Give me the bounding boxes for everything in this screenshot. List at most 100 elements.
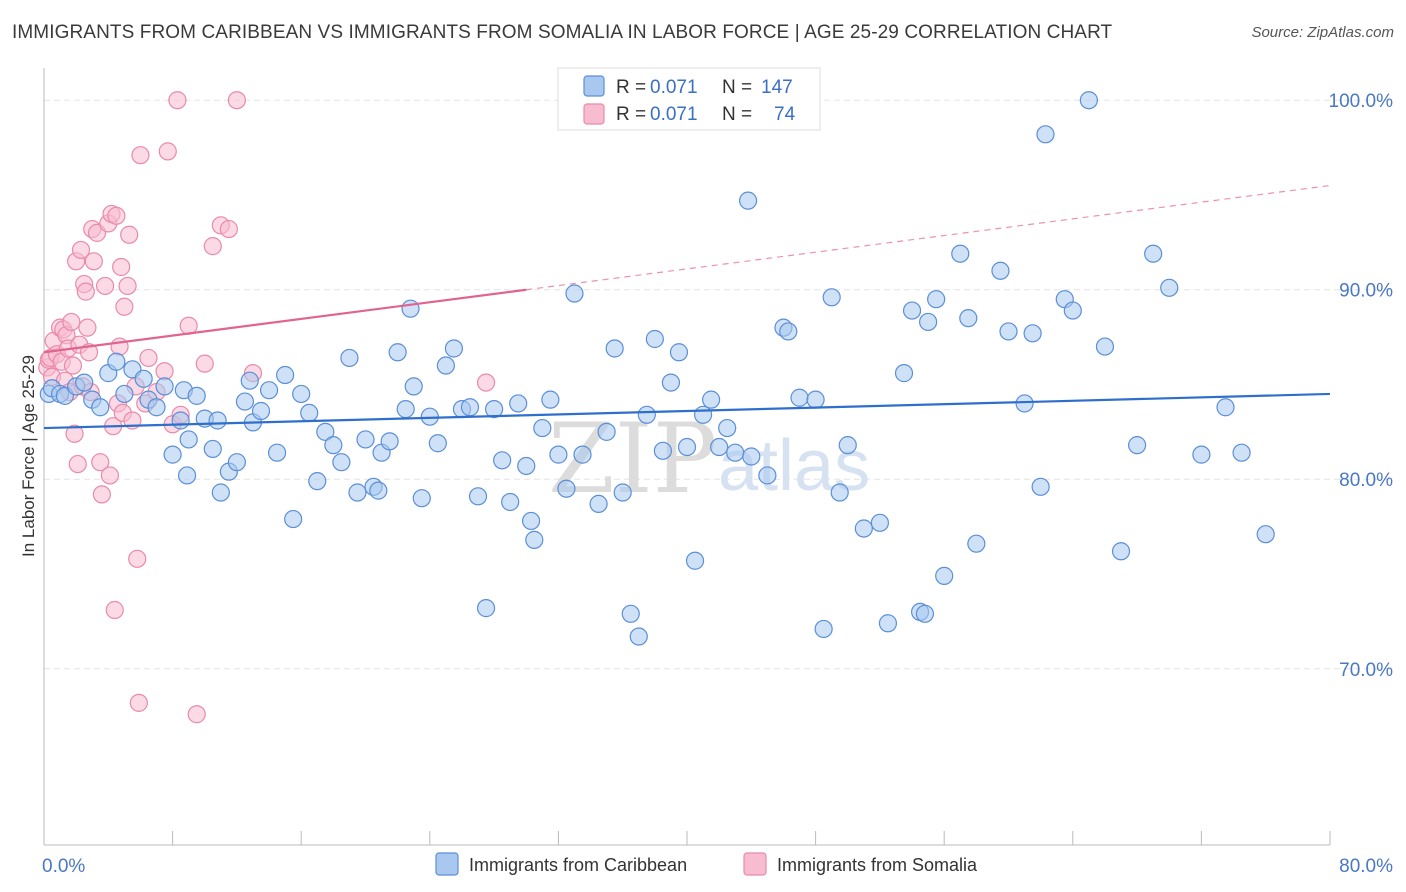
caribbean-point-39 (316, 422, 335, 441)
caribbean-point-70 (541, 390, 560, 409)
somalia-point-64 (227, 91, 246, 110)
caribbean-point-92 (718, 418, 737, 438)
caribbean-point-100 (806, 390, 825, 409)
somalia-point-49 (131, 146, 150, 165)
somalia-point-23 (78, 318, 97, 337)
chart-source: Source: ZipAtlas.com (1251, 24, 1394, 41)
caribbean-point-88 (685, 551, 705, 570)
caribbean-point-51 (401, 299, 420, 318)
caribbean-point-133 (1216, 398, 1235, 417)
caribbean-point-122 (1031, 477, 1050, 496)
caribbean-point-105 (854, 519, 873, 538)
caribbean-point-5 (75, 373, 94, 392)
caribbean-point-130 (1144, 244, 1163, 263)
caribbean-point-86 (669, 343, 689, 362)
somalia-point-48 (129, 693, 148, 712)
caribbean-point-123 (1036, 125, 1055, 144)
legend-r-label-somalia: R = (616, 104, 646, 125)
somalia-point-22 (76, 282, 95, 301)
caribbean-point-63 (493, 451, 512, 470)
caribbean-point-98 (779, 322, 798, 341)
caribbean-point-109 (902, 301, 922, 320)
somalia-point-30 (92, 485, 111, 504)
somalia-point-31 (95, 276, 115, 296)
caribbean-point-35 (284, 509, 303, 529)
caribbean-point-9 (107, 352, 126, 371)
caribbean-point-27 (227, 453, 246, 472)
caribbean-trend-line (43, 392, 1331, 430)
caribbean-point-53 (412, 489, 431, 508)
caribbean-point-50 (396, 400, 415, 419)
caribbean-point-48 (380, 432, 399, 451)
somalia-point-27 (84, 252, 103, 271)
caribbean-point-7 (91, 398, 110, 417)
caribbean-point-103 (830, 483, 849, 502)
y-tick-label-0: 100.0% (1329, 91, 1394, 112)
somalia-trend-line-dashed (526, 184, 1331, 291)
caribbean-point-28 (235, 392, 255, 411)
caribbean-point-91 (710, 437, 729, 457)
legend-swatch-caribbean (583, 75, 605, 97)
caribbean-point-131 (1160, 278, 1179, 297)
legend-n-label-caribbean: N = (722, 77, 752, 98)
legend-swatch-somalia (583, 103, 605, 125)
caribbean-point-64 (501, 492, 520, 512)
caribbean-point-115 (951, 244, 970, 263)
legend-r-label-caribbean: R = (616, 77, 646, 98)
caribbean-point-89 (693, 405, 713, 424)
caribbean-point-32 (259, 381, 279, 400)
caribbean-point-15 (155, 377, 174, 396)
trend-lines (43, 184, 1331, 430)
caribbean-point-116 (959, 309, 978, 328)
caribbean-point-82 (637, 405, 656, 424)
caribbean-point-68 (525, 530, 544, 549)
caribbean-point-117 (967, 534, 986, 553)
caribbean-point-19 (177, 466, 197, 485)
caribbean-point-72 (557, 479, 576, 498)
caribbean-point-60 (468, 487, 488, 506)
bottom-legend-swatch-somalia (743, 852, 767, 876)
caribbean-point-21 (187, 386, 206, 405)
caribbean-point-104 (838, 436, 857, 455)
caribbean-point-78 (605, 339, 624, 358)
caribbean-point-81 (629, 627, 648, 646)
caribbean-point-65 (509, 394, 528, 413)
caribbean-point-33 (267, 443, 287, 462)
caribbean-point-93 (726, 443, 745, 462)
caribbean-point-127 (1095, 337, 1115, 356)
caribbean-point-129 (1127, 436, 1147, 455)
caribbean-point-113 (927, 290, 946, 309)
caribbean-point-10 (115, 384, 134, 404)
somalia-point-44 (120, 225, 139, 244)
caribbean-point-34 (276, 365, 295, 385)
somalia-point-51 (139, 348, 158, 368)
caribbean-point-80 (621, 604, 640, 623)
caribbean-point-73 (565, 284, 584, 303)
caribbean-point-61 (476, 599, 496, 618)
somalia-point-33 (100, 466, 120, 485)
somalia-point-13 (62, 312, 81, 332)
caribbean-points (39, 91, 1275, 646)
caribbean-point-118 (991, 261, 1010, 280)
bottom-legend-label-caribbean: Immigrants from Caribbean (469, 855, 687, 875)
somalia-point-43 (118, 276, 137, 296)
caribbean-point-40 (324, 436, 343, 455)
somalia-point-17 (68, 454, 87, 474)
caribbean-point-128 (1111, 542, 1131, 561)
y-ticks: 100.0% 90.0% 80.0% 70.0% (1329, 91, 1394, 681)
caribbean-point-59 (460, 398, 480, 417)
caribbean-point-44 (356, 430, 375, 449)
legend-r-value-caribbean: 0.071 (650, 77, 698, 98)
bottom-legend-label-somalia: Immigrants from Somalia (777, 855, 978, 875)
caribbean-point-31 (251, 401, 271, 421)
caribbean-point-46 (369, 481, 388, 500)
y-tick-label-1: 90.0% (1339, 281, 1393, 302)
caribbean-point-101 (814, 619, 833, 639)
caribbean-point-90 (702, 390, 721, 409)
caribbean-point-69 (533, 418, 552, 438)
caribbean-point-126 (1079, 91, 1098, 110)
caribbean-point-25 (211, 483, 230, 502)
caribbean-point-49 (388, 343, 407, 362)
caribbean-point-17 (171, 411, 190, 430)
